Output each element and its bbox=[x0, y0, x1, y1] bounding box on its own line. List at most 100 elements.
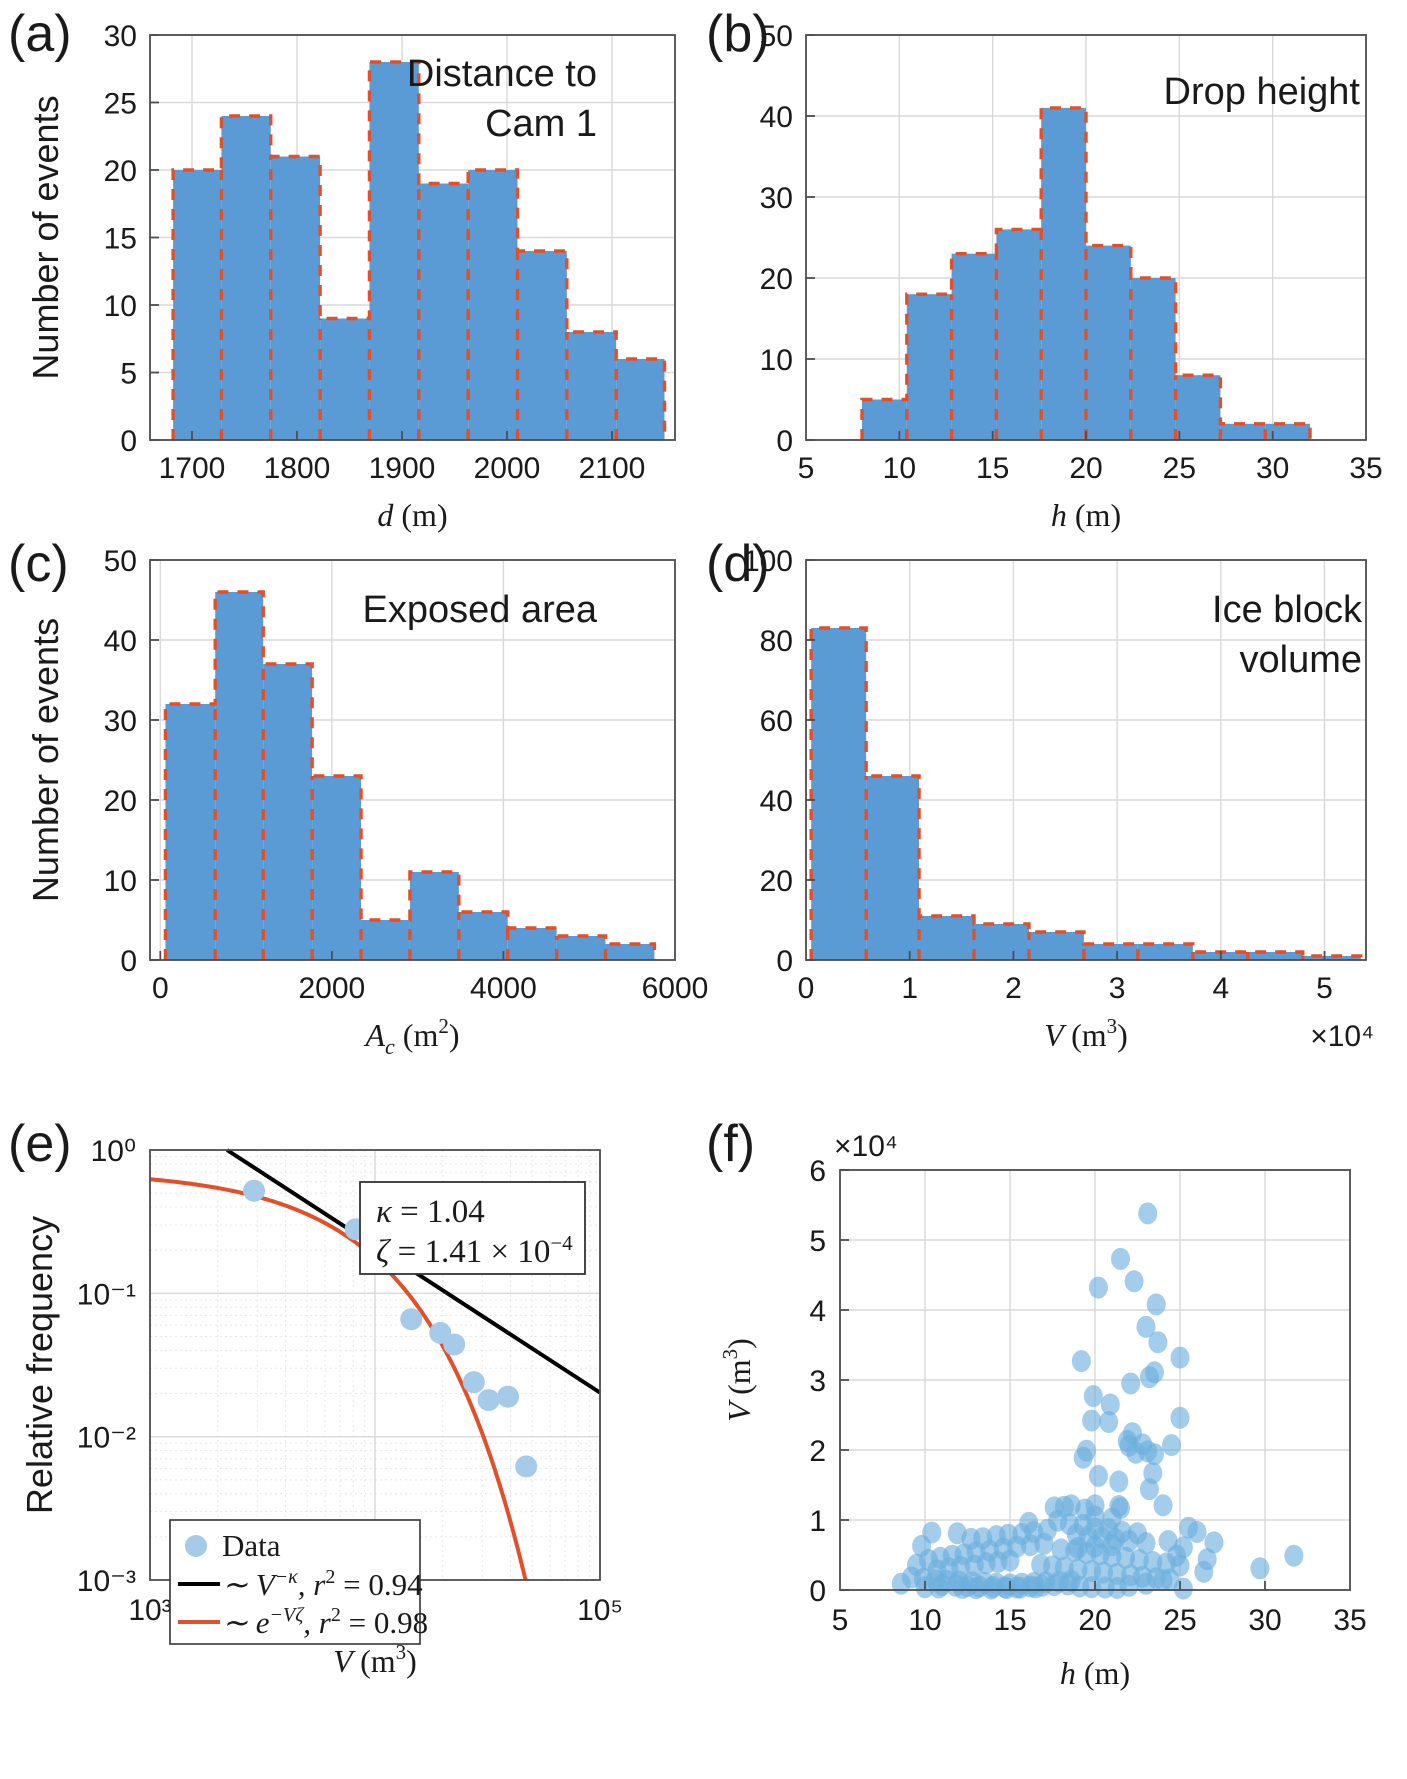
data-point bbox=[515, 1455, 538, 1478]
panel-a-chart: 0 5 10 15 20 25 30 1700 1800 1900 2000 2100 Number o… bbox=[25, 20, 676, 533]
x-tick-label: 2 bbox=[1005, 972, 1022, 1005]
data-point bbox=[462, 1371, 485, 1394]
panel-label-e: (e) bbox=[8, 1115, 72, 1173]
x-tick-label: 10³ bbox=[128, 1594, 171, 1627]
panel-title-line: Ice block bbox=[1212, 589, 1363, 631]
data-point bbox=[1133, 1433, 1153, 1456]
data-point bbox=[1085, 1535, 1105, 1558]
histogram-bar bbox=[556, 936, 606, 960]
data-point bbox=[1173, 1577, 1193, 1600]
panel-label-c: (c) bbox=[8, 535, 69, 593]
legend-label-fit: ∼ e−Vζ, r2 = 0.98 bbox=[222, 1604, 428, 1640]
data-point bbox=[1026, 1576, 1045, 1599]
panel-label-b: (b) bbox=[706, 5, 770, 63]
histogram-bar bbox=[221, 116, 271, 440]
x-tick-label: 20 bbox=[1078, 1604, 1111, 1637]
y-tick-label: 0 bbox=[776, 945, 793, 978]
data-point bbox=[1170, 1406, 1190, 1429]
x-tick-label: 2100 bbox=[579, 452, 646, 485]
data-point bbox=[243, 1179, 266, 1202]
svg-text:Number of events: Number of events bbox=[25, 618, 66, 902]
histogram-bar bbox=[1220, 423, 1266, 440]
data-point bbox=[1083, 1385, 1103, 1408]
svg-text:V (m3): V (m3) bbox=[333, 1640, 417, 1679]
data-point bbox=[997, 1577, 1017, 1600]
y-tick-label: 5 bbox=[120, 358, 137, 391]
data-point bbox=[1121, 1372, 1141, 1395]
y-tick-label: 1 bbox=[809, 1505, 826, 1538]
x-tick-label: 0 bbox=[152, 972, 169, 1005]
y-tick-label: 40 bbox=[104, 625, 137, 658]
panel-title-b: Drop height bbox=[1164, 71, 1361, 113]
histogram-bar bbox=[409, 872, 459, 960]
x-tick-label: 3 bbox=[1109, 972, 1126, 1005]
x-axis-label: V (m3) bbox=[333, 1640, 417, 1679]
data-point bbox=[981, 1577, 1001, 1600]
histogram-bar bbox=[320, 318, 370, 440]
data-point bbox=[1071, 1350, 1091, 1373]
y-tick-label: 5 bbox=[809, 1225, 826, 1258]
svg-text:d (m): d (m) bbox=[377, 497, 447, 533]
kappa-line: κ = 1.04 bbox=[376, 1194, 485, 1230]
data-point bbox=[1051, 1538, 1071, 1561]
x-tick-label: 5 bbox=[798, 452, 815, 485]
y-tick-label: 10 bbox=[760, 344, 793, 377]
panel-label-a: (a) bbox=[8, 5, 72, 63]
data-point bbox=[1100, 1393, 1120, 1416]
histogram-bar bbox=[1028, 932, 1084, 960]
y-tick-label: 10⁻² bbox=[77, 1422, 136, 1455]
y-tick-label: 30 bbox=[760, 182, 793, 215]
legend-label-fit: ∼ V−κ, r2 = 0.94 bbox=[222, 1566, 423, 1602]
y-tick-label: 100 bbox=[743, 545, 793, 578]
histogram-bar bbox=[165, 704, 216, 960]
x-tick-label: 5 bbox=[1316, 972, 1333, 1005]
x-tick-label: 5 bbox=[832, 1604, 849, 1637]
legend[interactable]: Data∼ V−κ, r2 = 0.94∼ e−Vζ, r2 = 0.98 bbox=[169, 1519, 428, 1645]
histogram-bar bbox=[866, 776, 920, 960]
y-tick-label: 15 bbox=[104, 223, 137, 256]
svg-text:h (m): h (m) bbox=[1051, 497, 1121, 533]
y-tick-label: 10 bbox=[104, 290, 137, 323]
histogram-bar bbox=[1302, 956, 1361, 960]
histogram-bar bbox=[1175, 375, 1221, 440]
data-point bbox=[1179, 1516, 1198, 1539]
x-axis-label: Ac (m2) bbox=[363, 1014, 459, 1059]
y-tick-label: 10⁰ bbox=[91, 1135, 136, 1168]
x-tick-label: 10 bbox=[883, 452, 916, 485]
histogram-bar bbox=[507, 928, 557, 960]
data-point bbox=[1124, 1270, 1144, 1293]
x-axis-label: h (m) bbox=[1060, 1655, 1130, 1691]
data-point bbox=[1020, 1534, 1040, 1557]
panel-d-chart: 0 20 40 60 80 100 0 1 2 3 4 5 V (m3) Ice block volume ×… bbox=[743, 545, 1374, 1053]
x-tick-label: 1900 bbox=[369, 452, 436, 485]
data-point bbox=[1102, 1507, 1122, 1530]
data-point bbox=[929, 1576, 949, 1599]
y-tick-label: 20 bbox=[104, 155, 137, 188]
data-point bbox=[1148, 1331, 1168, 1354]
data-point bbox=[1088, 1464, 1108, 1487]
panel-c: 0 10 20 30 40 50 0 2000 4000 6000 Number of events… bbox=[0, 530, 708, 1100]
x-tick-label: 35 bbox=[1333, 1604, 1366, 1637]
histogram-bar bbox=[1041, 107, 1086, 441]
data-point bbox=[1250, 1557, 1270, 1580]
data-point bbox=[400, 1308, 423, 1331]
y-tick-label: 60 bbox=[760, 705, 793, 738]
x-axis-label: h (m) bbox=[1051, 497, 1121, 533]
y-tick-label: 30 bbox=[104, 20, 137, 53]
panel-title-line: volume bbox=[1240, 639, 1363, 681]
y-tick-label: 30 bbox=[104, 705, 137, 738]
x-tick-label: 6000 bbox=[642, 972, 709, 1005]
data-point bbox=[1119, 1530, 1139, 1552]
panel-title-a: Distance to Cam 1 bbox=[407, 53, 597, 145]
y-axis-label-relfreq: Relative frequency bbox=[19, 1216, 60, 1514]
data-point bbox=[1088, 1276, 1108, 1299]
svg-text:Ac (m2): Ac (m2) bbox=[363, 1014, 459, 1059]
data-point bbox=[1170, 1346, 1190, 1369]
data-point bbox=[1204, 1531, 1224, 1554]
panel-label-d: (d) bbox=[706, 535, 770, 593]
plot-area: 0 10 20 30 40 50 0 2000 4000 6000 bbox=[104, 545, 709, 1005]
y-tick-label: 0 bbox=[809, 1575, 826, 1608]
plot-area: 5 10 15 20 25 30 35 0 1 2 3 4 5 6 bbox=[809, 1155, 1366, 1637]
data-point bbox=[1136, 1532, 1156, 1555]
